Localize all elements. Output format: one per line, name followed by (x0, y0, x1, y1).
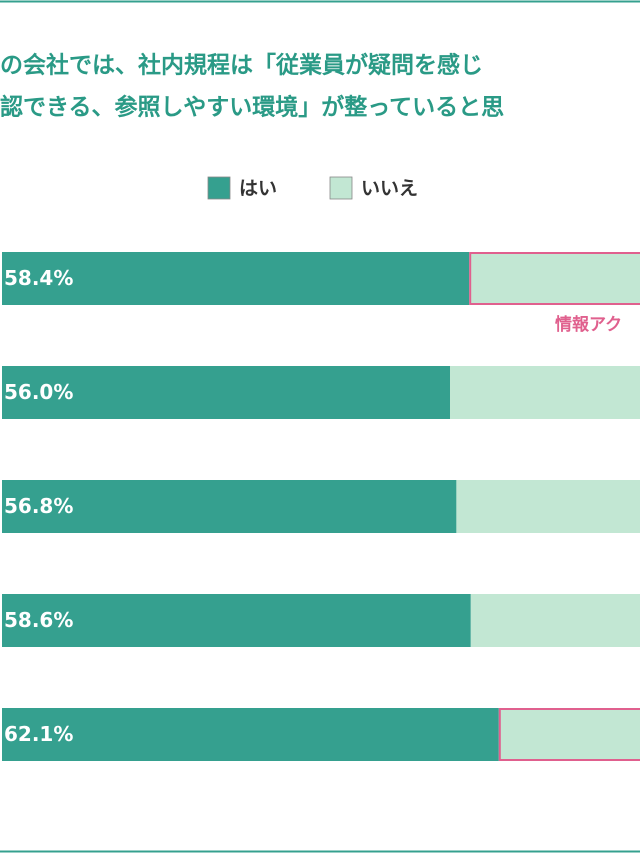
bar-segment (2, 252, 470, 305)
legend-label: はい (239, 178, 277, 200)
bar-segment (2, 480, 457, 533)
bar-segment (498, 708, 640, 761)
value-label: 56.8% (4, 494, 73, 518)
value-label: 58.4% (4, 266, 73, 290)
bar-segment (2, 366, 450, 419)
legend-swatch (207, 176, 231, 200)
value-label: 56.0% (4, 380, 73, 404)
legend-label: いいえ (361, 178, 418, 200)
value-label: 58.6% (4, 608, 73, 632)
value-label: 62.1% (4, 722, 73, 746)
legend-swatch (329, 176, 353, 200)
annotation: 情報アク (555, 314, 622, 335)
chart-title: の会社では、社内規程は「従業員が疑問を感じ (0, 52, 483, 79)
bar-segment (450, 366, 640, 419)
bar-segment (2, 594, 471, 647)
chart-title: 認できる、参照しやすい環境」が整っていると思 (0, 94, 504, 121)
bar-segment (470, 594, 640, 647)
bar-segment (469, 252, 640, 305)
bar-segment (2, 708, 499, 761)
bar-segment (456, 480, 640, 533)
